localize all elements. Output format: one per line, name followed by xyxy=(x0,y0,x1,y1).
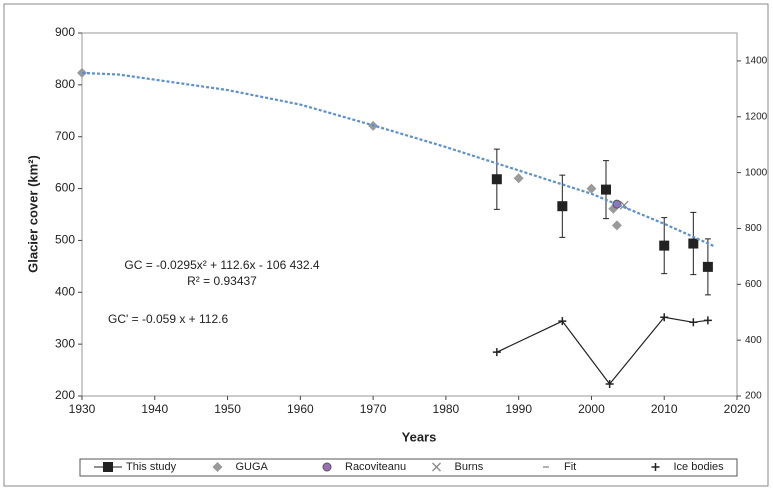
y2-tick-label: 1400 xyxy=(745,56,768,67)
y-tick-label: 900 xyxy=(55,25,75,39)
point xyxy=(619,200,629,210)
y-tick-label: 400 xyxy=(55,284,75,298)
y2-tick-label: 800 xyxy=(745,223,762,234)
legend xyxy=(79,458,738,477)
x-tick-label: 1930 xyxy=(69,402,96,416)
y-axis-label: Glacier cover (km²) xyxy=(25,155,40,273)
y-tick-label: 600 xyxy=(55,181,75,195)
r-squared: R² = 0.93437 xyxy=(187,274,257,288)
equation: GC' = -0.059 x + 112.6 xyxy=(108,312,228,326)
legend-label: Burns xyxy=(455,461,484,473)
point xyxy=(586,183,597,194)
point xyxy=(660,313,669,322)
point xyxy=(557,201,568,212)
point xyxy=(659,240,670,251)
point xyxy=(605,379,614,388)
y2-tick-label: 600 xyxy=(745,279,762,290)
legend-label: Ice bodies xyxy=(674,461,725,473)
y-tick-label: 700 xyxy=(55,129,75,143)
point xyxy=(611,220,622,231)
y-tick-label: 300 xyxy=(55,336,75,350)
x-tick-label: 1940 xyxy=(141,402,168,416)
fit-line xyxy=(81,71,716,248)
legend-marker xyxy=(103,462,113,472)
frame xyxy=(3,3,769,487)
point xyxy=(492,348,501,357)
series-line xyxy=(496,316,708,385)
y-tick-label: 800 xyxy=(55,77,75,91)
point xyxy=(601,184,611,195)
point xyxy=(558,317,567,326)
x-tick-label: 1990 xyxy=(505,402,532,416)
legend-marker xyxy=(651,463,660,471)
y2-tick-label: 1000 xyxy=(745,167,768,178)
x-tick-label: 2010 xyxy=(651,402,678,416)
point xyxy=(688,238,699,249)
x-tick-label: 2000 xyxy=(578,402,605,416)
x-tick-label: 1950 xyxy=(214,402,241,416)
legend-marker xyxy=(212,462,223,472)
y2-tick-label: 400 xyxy=(745,335,762,346)
x-tick-label: 1980 xyxy=(433,402,460,416)
x-tick-label: 1960 xyxy=(287,402,314,416)
x-tick-label: 1970 xyxy=(360,402,387,416)
y2-tick-label: 200 xyxy=(745,391,762,402)
point xyxy=(491,174,502,185)
y2-tick-label: 1200 xyxy=(745,111,768,122)
equation: GC = -0.0295x² + 112.6x - 106 432.4 xyxy=(124,258,320,272)
point xyxy=(513,173,524,184)
legend-label: Racoviteanu xyxy=(345,461,406,473)
legend-label: Fit xyxy=(564,461,576,473)
point xyxy=(689,318,698,327)
y-tick-label: 200 xyxy=(55,388,75,402)
point xyxy=(703,316,712,325)
plot-area xyxy=(81,32,738,397)
legend-label: This study xyxy=(126,461,177,473)
x-tick-label: 2020 xyxy=(724,402,751,416)
legend-marker xyxy=(322,462,332,472)
point xyxy=(702,261,713,272)
x-axis-label: Years xyxy=(402,429,437,444)
legend-marker xyxy=(432,462,441,472)
y-tick-label: 500 xyxy=(55,233,75,247)
legend-label: GUGA xyxy=(236,461,269,473)
